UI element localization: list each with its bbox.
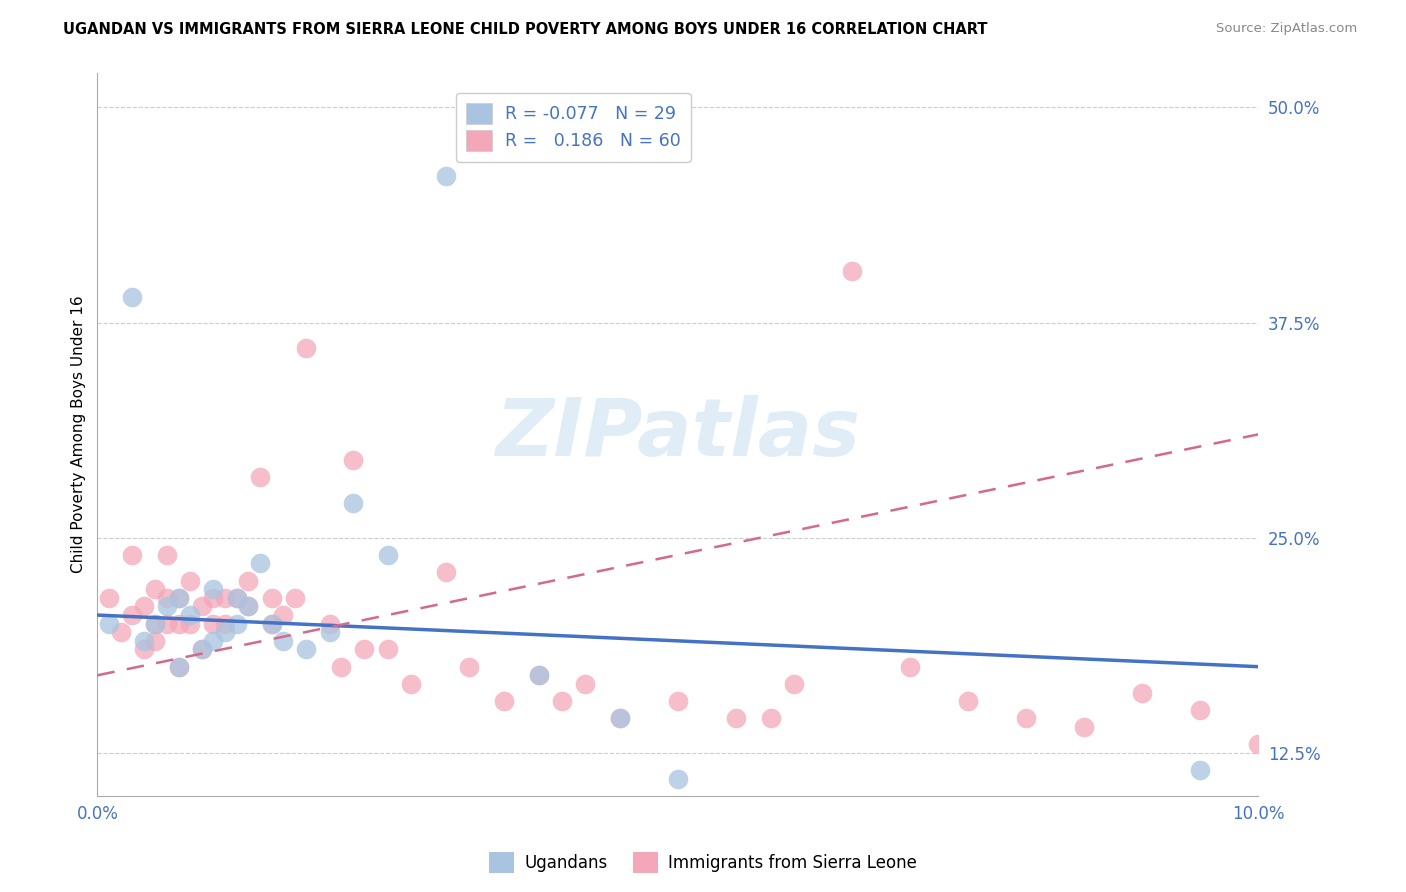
Point (898, 659, 921, 673)
Point (132, 633, 155, 648)
Point (318, 625, 340, 640)
Point (295, 341, 318, 355)
Y-axis label: Child Poverty Among Boys Under 16: Child Poverty Among Boys Under 16 (72, 295, 86, 574)
Point (249, 470, 271, 484)
Point (179, 608, 201, 623)
Point (724, 711, 747, 725)
Point (156, 548, 179, 562)
Point (841, 264, 863, 278)
Point (145, 616, 167, 631)
Point (342, 496, 364, 510)
Point (434, 565, 457, 579)
Point (1189, 763, 1212, 777)
Point (179, 574, 201, 588)
Point (284, 591, 307, 605)
Point (225, 591, 247, 605)
Point (342, 453, 364, 467)
Point (759, 711, 782, 725)
Point (238, 599, 260, 614)
Text: ZIPatlas: ZIPatlas (495, 395, 860, 474)
Point (225, 591, 247, 605)
Point (167, 659, 190, 673)
Point (202, 582, 225, 597)
Legend: R = -0.077   N = 29, R =   0.186   N = 60: R = -0.077 N = 29, R = 0.186 N = 60 (456, 93, 690, 161)
Point (260, 616, 283, 631)
Point (167, 591, 190, 605)
Point (1130, 685, 1153, 699)
Point (1247, 737, 1270, 751)
Point (457, 659, 479, 673)
Point (260, 591, 283, 605)
Point (492, 694, 515, 708)
Point (202, 633, 225, 648)
Point (225, 616, 247, 631)
Point (156, 616, 179, 631)
Point (191, 642, 214, 657)
Point (783, 677, 806, 691)
Point (214, 591, 236, 605)
Point (574, 677, 596, 691)
Point (295, 642, 318, 657)
Legend: Ugandans, Immigrants from Sierra Leone: Ugandans, Immigrants from Sierra Leone (482, 846, 924, 880)
Point (145, 633, 167, 648)
Point (238, 574, 260, 588)
Point (214, 625, 236, 640)
Point (132, 642, 155, 657)
Point (1189, 703, 1212, 717)
Text: UGANDAN VS IMMIGRANTS FROM SIERRA LEONE CHILD POVERTY AMONG BOYS UNDER 16 CORREL: UGANDAN VS IMMIGRANTS FROM SIERRA LEONE … (63, 22, 988, 37)
Point (97, 616, 120, 631)
Point (434, 169, 457, 184)
Point (527, 668, 550, 682)
Point (609, 711, 631, 725)
Point (156, 591, 179, 605)
Point (260, 616, 283, 631)
Point (957, 694, 980, 708)
Point (167, 659, 190, 673)
Point (121, 548, 143, 562)
Point (527, 668, 550, 682)
Point (666, 772, 689, 786)
Point (97, 591, 120, 605)
Point (1015, 711, 1038, 725)
Point (330, 659, 353, 673)
Point (121, 290, 143, 304)
Point (318, 616, 340, 631)
Point (191, 642, 214, 657)
Point (238, 599, 260, 614)
Point (666, 694, 689, 708)
Point (399, 677, 422, 691)
Point (191, 599, 214, 614)
Point (156, 599, 179, 614)
Point (353, 642, 375, 657)
Text: Source: ZipAtlas.com: Source: ZipAtlas.com (1216, 22, 1357, 36)
Point (167, 591, 190, 605)
Point (145, 582, 167, 597)
Point (202, 616, 225, 631)
Point (271, 608, 294, 623)
Point (121, 608, 143, 623)
Point (1073, 720, 1095, 734)
Point (249, 557, 271, 571)
Point (167, 616, 190, 631)
Point (271, 633, 294, 648)
Point (179, 616, 201, 631)
Point (377, 642, 399, 657)
Point (132, 599, 155, 614)
Point (609, 711, 631, 725)
Point (202, 591, 225, 605)
Point (145, 616, 167, 631)
Point (110, 625, 132, 640)
Point (551, 694, 574, 708)
Point (377, 548, 399, 562)
Point (214, 616, 236, 631)
